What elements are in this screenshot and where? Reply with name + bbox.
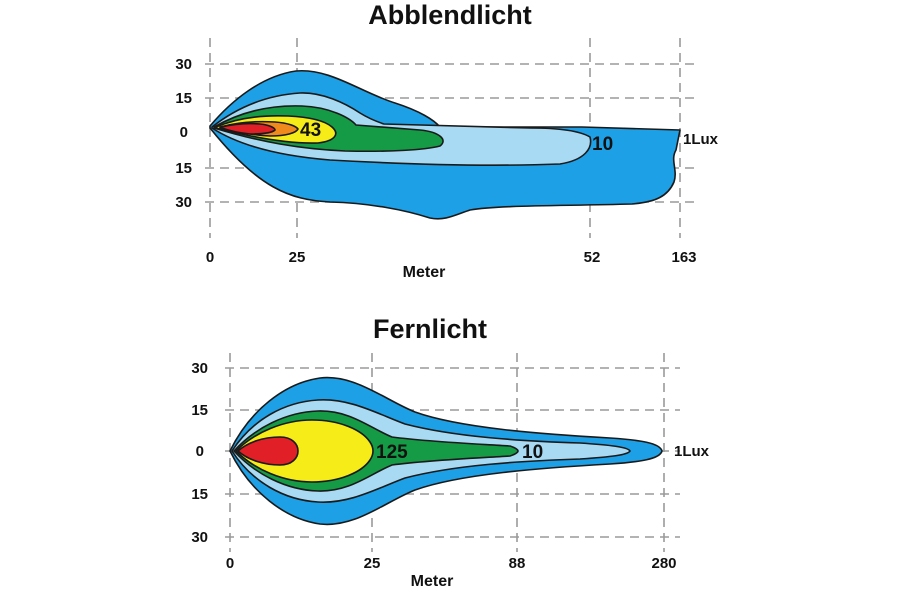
isolux-label-125: 125: [376, 442, 408, 463]
y-tick: 0: [180, 124, 188, 141]
x-axis-label: Meter: [403, 264, 446, 281]
high-beam-diagram: Fernlicht 125 10 1Lux 30 15 0: [191, 314, 709, 590]
y-tick: 15: [191, 402, 208, 419]
x-tick: 280: [651, 555, 676, 572]
x-tick: 0: [226, 555, 234, 572]
y-tick: 0: [196, 443, 204, 460]
y-tick: 30: [191, 360, 208, 377]
x-tick: 88: [509, 555, 526, 572]
high-beam-title: Fernlicht: [373, 314, 487, 344]
x-axis-label: Meter: [411, 573, 454, 590]
isolux-label-1lux: 1Lux: [674, 443, 710, 460]
low-beam-diagram: Abblendlicht 43 10 1Lux 30 15 0: [175, 0, 718, 281]
y-tick: 30: [175, 56, 192, 73]
isolux-label-10: 10: [592, 134, 613, 155]
isolux-red-region: [221, 122, 276, 135]
y-tick: 30: [191, 529, 208, 546]
isolux-label-1lux: 1Lux: [683, 131, 719, 148]
y-tick: 30: [175, 194, 192, 211]
y-tick: 15: [191, 486, 208, 503]
high-beam-isolux: [229, 376, 663, 526]
x-tick: 52: [584, 249, 601, 266]
x-tick: 0: [206, 249, 214, 266]
low-beam-title: Abblendlicht: [368, 0, 532, 30]
isolux-125-region: [235, 419, 374, 483]
low-beam-isolux: [209, 70, 681, 220]
isolux-label-10: 10: [522, 442, 543, 463]
y-tick: 15: [175, 90, 192, 107]
isolux-red-region: [237, 436, 299, 466]
x-tick: 163: [671, 249, 696, 266]
x-tick: 25: [289, 249, 306, 266]
isolux-label-43: 43: [300, 120, 321, 141]
y-tick: 15: [175, 160, 192, 177]
x-tick: 25: [364, 555, 381, 572]
